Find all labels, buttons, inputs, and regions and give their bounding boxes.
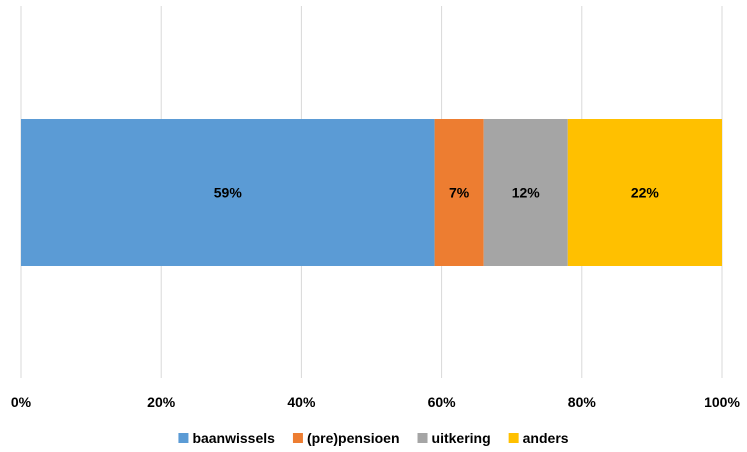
data-label-1: 7% — [449, 185, 470, 201]
data-label-2: 12% — [512, 185, 541, 201]
x-tick-label: 60% — [428, 394, 457, 410]
data-labels: 59% 7% 12% 22% — [214, 185, 660, 201]
data-label-0: 59% — [214, 185, 243, 201]
legend-label-1: (pre)pensioen — [307, 430, 400, 446]
x-tick-label: 0% — [11, 394, 32, 410]
legend-label-3: anders — [523, 430, 569, 446]
legend: baanwissels (pre)pensioen uitkering anders — [178, 430, 569, 446]
bar-segment-3 — [567, 119, 722, 266]
legend-label-2: uitkering — [432, 430, 491, 446]
legend-swatch-3 — [508, 433, 519, 443]
bar-segments — [21, 119, 722, 266]
bar-segment-2 — [483, 119, 568, 266]
legend-swatch-0 — [178, 433, 189, 443]
x-tick-label: 40% — [287, 394, 316, 410]
x-tick-label: 80% — [568, 394, 597, 410]
x-axis-ticks: 0% 20% 40% 60% 80% 100% — [11, 394, 741, 410]
legend-swatch-2 — [417, 433, 428, 443]
legend-label-0: baanwissels — [192, 430, 275, 446]
x-tick-label: 20% — [147, 394, 176, 410]
bar-segment-1 — [434, 119, 484, 266]
legend-swatch-1 — [292, 433, 303, 443]
data-label-3: 22% — [631, 185, 660, 201]
bar-segment-0 — [21, 119, 435, 266]
x-tick-label: 100% — [704, 394, 740, 410]
